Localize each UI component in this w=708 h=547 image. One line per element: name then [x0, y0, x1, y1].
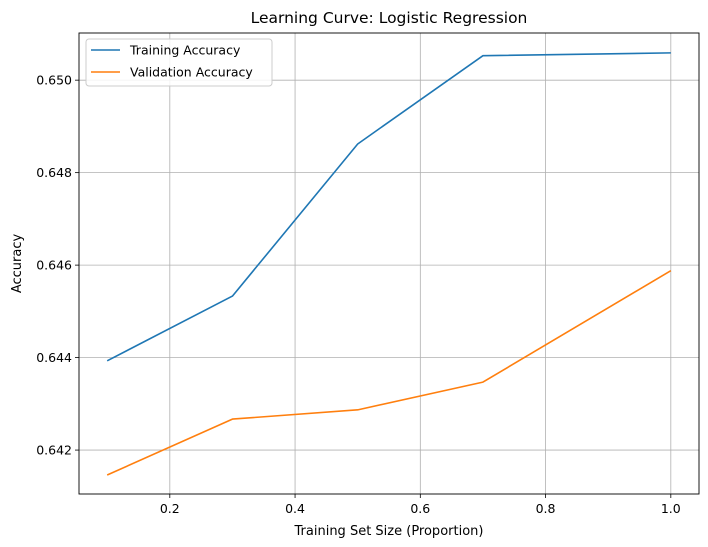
axis-ticks: 0.2 0.4 0.6 0.8 1.0 0.642 0.644 0.646 0.648 0.650: [36, 73, 681, 516]
legend-label-training-accuracy: Training Accuracy: [129, 43, 241, 58]
legend-box: [85, 38, 273, 87]
plot-frame: [78, 32, 700, 495]
y-tick-label: 0.646: [36, 258, 72, 273]
x-tick-label: 0.2: [160, 501, 180, 516]
x-axis-label: Training Set Size (Proportion): [294, 524, 484, 539]
y-axis-label: Accuracy: [10, 234, 25, 294]
y-tick-label: 0.644: [36, 350, 72, 365]
x-tick-label: 0.6: [410, 501, 430, 516]
x-tick-label: 0.8: [536, 501, 556, 516]
y-tick-label: 0.650: [36, 73, 72, 88]
legend: Training Accuracy Validation Accuracy: [85, 38, 273, 87]
series-line-validation-accuracy: [106, 269, 672, 476]
y-tick-label: 0.648: [36, 165, 72, 180]
x-tick-label: 0.4: [285, 501, 305, 516]
legend-label-validation-accuracy: Validation Accuracy: [130, 65, 253, 80]
series-line-training-accuracy: [106, 52, 671, 362]
y-tick-label: 0.642: [36, 443, 72, 458]
grid: [79, 33, 699, 494]
chart-title: Learning Curve: Logistic Regression: [251, 9, 528, 27]
x-tick-label: 1.0: [661, 501, 681, 516]
series-lines: [106, 52, 672, 476]
